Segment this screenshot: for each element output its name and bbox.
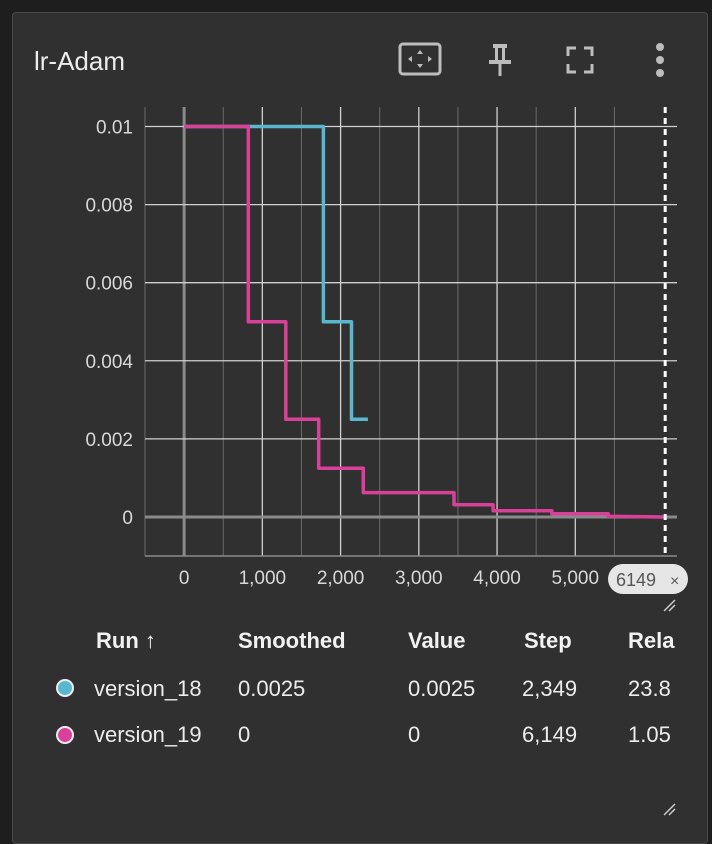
y-tick-label: 0.008 <box>85 196 133 217</box>
series-line <box>184 124 666 519</box>
run-color-swatch[interactable] <box>56 679 74 697</box>
line-chart[interactable]: 0.01 0.008 0.006 0.004 0.002 0 0 1,000 2,000 3,0… <box>0 0 712 620</box>
hover-step-label: 6149 <box>616 570 656 590</box>
pin-icon <box>489 44 511 76</box>
step-value: 6,149 <box>522 722 578 747</box>
x-tick-label: 3,000 <box>395 568 443 589</box>
chart-grid <box>144 107 677 557</box>
y-tick-label: 0.006 <box>85 274 133 295</box>
value: 0 <box>408 722 421 747</box>
fullscreen-icon <box>566 46 594 74</box>
column-header-value[interactable]: Value <box>408 628 466 653</box>
y-tick-label: 0.01 <box>96 118 133 139</box>
run-color-swatch[interactable] <box>56 726 74 744</box>
smoothed-value: 0.0025 <box>238 676 306 701</box>
chart-resize-handle[interactable] <box>662 598 676 612</box>
runs-table: Run ↑ Smoothed Value Step Rela version_1… <box>0 600 677 780</box>
column-header-relative[interactable]: Rela <box>628 628 675 653</box>
x-tick-labels: 0 1,000 2,000 3,000 4,000 5,000 <box>179 568 599 589</box>
x-tick-label: 4,000 <box>473 568 521 589</box>
hover-step-badge <box>608 564 688 594</box>
hover-step-marker[interactable]: 6149 × <box>608 107 688 594</box>
y-tick-label: 0 <box>122 508 133 529</box>
series-line <box>184 124 368 422</box>
more-vert-icon <box>656 43 664 77</box>
chart-card <box>12 12 708 844</box>
smoothed-value: 0 <box>238 722 251 747</box>
run-name: version_19 <box>94 722 202 747</box>
value: 0.0025 <box>408 676 476 701</box>
column-header-run[interactable]: Run ↑ <box>96 628 156 653</box>
x-tick-label: 1,000 <box>239 568 287 589</box>
x-tick-label: 2,000 <box>317 568 365 589</box>
column-header-smoothed[interactable]: Smoothed <box>238 628 346 653</box>
card-title: lr-Adam <box>34 46 126 76</box>
resize-handle-icon <box>663 803 676 816</box>
series-lines <box>184 124 666 519</box>
card-resize-handle[interactable] <box>662 802 676 816</box>
fullscreen-button[interactable] <box>558 40 602 80</box>
x-tick-label: 5,000 <box>552 568 600 589</box>
more-options-button[interactable] <box>638 40 682 80</box>
step-value: 2,349 <box>522 676 578 701</box>
y-tick-label: 0.004 <box>85 352 133 373</box>
hover-close-icon: × <box>670 573 679 590</box>
y-tick-label: 0.002 <box>85 430 133 451</box>
column-header-step[interactable]: Step <box>524 628 572 653</box>
fit-domain-button[interactable] <box>398 40 442 80</box>
relative-time: 1.05 <box>628 722 671 747</box>
pin-button[interactable] <box>478 40 522 80</box>
relative-time: 23.8 <box>628 676 671 701</box>
y-tick-labels: 0.01 0.008 0.006 0.004 0.002 0 <box>85 118 133 529</box>
fit-domain-icon <box>398 42 442 76</box>
x-tick-label: 0 <box>179 568 190 589</box>
run-name: version_18 <box>94 676 202 701</box>
resize-handle-icon <box>663 599 676 612</box>
